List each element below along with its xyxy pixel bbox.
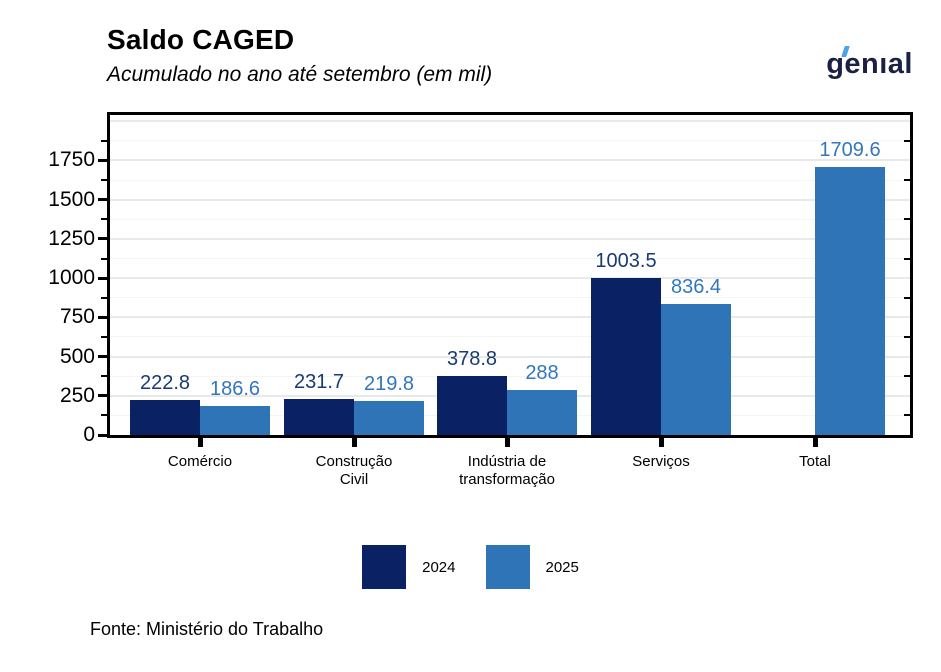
bar-2025-0 [200, 405, 270, 435]
y-axis-tick-label: 1500 [48, 187, 95, 211]
value-label-2025-1: 219.8 [363, 372, 415, 395]
y-axis-tick-mark [98, 276, 107, 280]
y-axis-tick-label: 750 [59, 305, 95, 329]
value-label-2025-2: 288 [525, 361, 559, 384]
y-axis-right-tick-mark [904, 414, 910, 417]
y-axis-tick-mark [98, 237, 107, 241]
gridline-minor [110, 297, 910, 299]
y-axis-right-tick-mark [904, 296, 910, 299]
legend-swatch-2025 [485, 545, 530, 589]
y-axis-right-tick-mark [904, 375, 910, 378]
value-label-2024-1: 231.7 [293, 370, 345, 393]
gridline-minor [110, 258, 910, 260]
y-axis-tick-mark [98, 394, 107, 398]
x-axis-category-label: Serviços [632, 453, 690, 470]
y-axis-minor-tick-mark [101, 296, 107, 299]
y-axis-minor-tick-mark [101, 335, 107, 338]
y-axis-tick-label: 1750 [48, 148, 95, 172]
y-axis-right-tick-mark [904, 179, 910, 182]
plot-inner: 222.8 231.7 378.8 1003.5 186.6 219.8 288 836.4 1… [110, 115, 910, 435]
gridline-major [110, 237, 910, 240]
bar-2025-1 [354, 400, 424, 435]
gridline-minor [110, 375, 910, 377]
y-axis-tick-mark [98, 355, 107, 359]
x-axis-category-label: Comércio [167, 453, 233, 470]
value-label-2025-3: 836.4 [670, 275, 722, 298]
legend-item-2025: 2025 [485, 545, 579, 589]
value-label-2024-2: 378.8 [446, 347, 498, 370]
y-axis-tick-label: 500 [59, 344, 95, 368]
x-axis-tick-mark [658, 438, 664, 447]
x-axis-category-label: Total [799, 453, 831, 470]
y-axis-tick-label: 0 [83, 423, 95, 446]
x-axis-tick-mark [812, 438, 818, 447]
bar-2025-2 [507, 389, 577, 435]
bar-2024-1 [284, 398, 354, 435]
gridline-minor [110, 179, 910, 181]
y-axis-minor-tick-mark [101, 375, 107, 378]
bar-2024-2 [437, 375, 507, 435]
x-axis-tick-mark [504, 438, 510, 447]
bar-2025-4 [815, 166, 885, 435]
gridline-major [110, 120, 910, 123]
plot-area: 222.8 231.7 378.8 1003.5 186.6 219.8 288 836.4 1… [107, 112, 913, 438]
gridline-minor [110, 336, 910, 338]
legend-item-2024: 2024 [362, 545, 456, 589]
y-axis-minor-tick-mark [101, 139, 107, 142]
legend-swatch-2024 [362, 545, 407, 589]
y-axis-right-tick-mark [904, 139, 910, 142]
value-label-2024-3: 1003.5 [595, 249, 657, 272]
legend: 2024 2025 [0, 545, 941, 589]
y-axis-minor-tick-mark [101, 179, 107, 182]
y-axis-tick-mark [98, 433, 107, 437]
chart-subtitle: Acumulado no ano até setembro (em mil) [107, 63, 493, 86]
y-axis-tick-label: 1000 [48, 266, 95, 290]
y-axis-minor-tick-mark [101, 414, 107, 417]
bar-2025-3 [661, 303, 731, 435]
gridline-major [110, 277, 910, 280]
gridline-major [110, 198, 910, 201]
legend-label-2024: 2024 [422, 558, 456, 576]
source-note: Fonte: Ministério do Trabalho [90, 619, 324, 639]
gridline-major [110, 355, 910, 358]
y-axis-tick-mark [98, 198, 107, 202]
y-axis-right-tick-mark [904, 335, 910, 338]
y-axis-tick-label: 250 [59, 383, 95, 407]
bar-2024-0 [130, 400, 200, 435]
y-axis-minor-tick-mark [101, 257, 107, 260]
y-axis-tick-mark [98, 158, 107, 162]
y-axis-tick-label: 1250 [48, 226, 95, 250]
x-axis-category-label: Construção Civil [315, 453, 393, 488]
genial-logo-text: genıal [826, 48, 913, 80]
gridline-minor [110, 218, 910, 220]
gridline-minor [110, 140, 910, 142]
y-axis-right-tick-mark [904, 218, 910, 221]
y-axis-minor-tick-mark [101, 218, 107, 221]
gridline-major [110, 316, 910, 319]
legend-label-2025: 2025 [545, 558, 579, 576]
x-axis-category-label: Indústria de transformação [459, 453, 555, 488]
value-label-2024-0: 222.8 [139, 372, 191, 395]
x-axis-tick-mark [351, 438, 357, 447]
chart-title: Saldo CAGED [107, 24, 295, 55]
y-axis-tick-mark [98, 315, 107, 319]
bar-2024-3 [591, 277, 661, 435]
genial-logo: genıal [826, 46, 913, 80]
y-axis-right-tick-mark [904, 257, 910, 260]
x-axis-tick-mark [197, 438, 203, 447]
value-label-2025-4: 1709.6 [819, 138, 881, 161]
gridline-major [110, 159, 910, 162]
value-label-2025-0: 186.6 [209, 377, 261, 400]
